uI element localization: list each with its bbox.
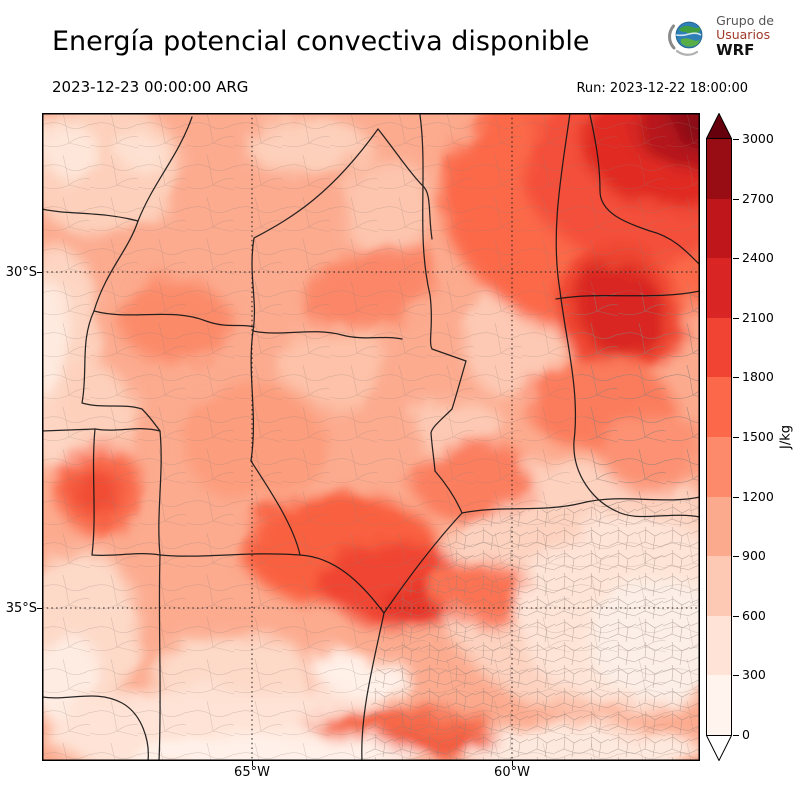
map-frame [42, 113, 700, 761]
colorbar-tick-label: 1800 [733, 369, 774, 385]
colorbar-over-arrow [706, 113, 732, 139]
logo-text: Grupo de Usuarios WRF [716, 14, 774, 58]
lon-tickmark [252, 761, 253, 766]
colorbar-tick-label: 600 [733, 607, 766, 623]
colorbar-tick-label: 1200 [733, 488, 774, 504]
lat-tick-30s: 30°S [5, 265, 37, 280]
page-title: Energía potencial convectiva disponible [52, 26, 590, 57]
colorbar-tick-label: 2400 [733, 250, 774, 266]
colorbar-tick-label: 1500 [733, 429, 774, 444]
colorbar-tick-label: 0 [733, 727, 750, 742]
colorbar-segment [707, 496, 731, 557]
colorbar-segment [707, 198, 731, 259]
colorbar-under-arrow [706, 735, 732, 761]
lon-tick-60w: 60°W [494, 765, 530, 780]
logo-line-3: WRF [716, 41, 755, 59]
colorbar-tick-label: 2700 [733, 190, 774, 206]
colorbar: 0 300 600 900 1200 1500 1800 2100 2400 2700 3000 J… [706, 113, 800, 761]
colorbar-segment [707, 377, 731, 437]
colorbar-segment [707, 675, 731, 735]
lon-tickmark [512, 761, 513, 766]
colorbar-segment [707, 258, 731, 318]
colorbar-segment [707, 317, 731, 378]
graticule [42, 113, 700, 761]
lon-tick-65w: 65°W [234, 765, 270, 780]
model-run-label: Run: 2023-12-22 18:00:00 [576, 81, 748, 96]
department-borders [42, 113, 700, 761]
colorbar-segments [706, 139, 732, 735]
lat-tickmark [37, 272, 42, 273]
cape-map-svg [42, 113, 700, 761]
globe-icon [668, 21, 703, 56]
colorbar-tick-label: 3000 [733, 131, 774, 146]
colorbar-tick-label: 900 [733, 548, 766, 564]
lat-tickmark [37, 608, 42, 609]
valid-time-label: 2023-12-23 00:00:00 ARG [52, 78, 249, 96]
colorbar-unit-label: J/kg [778, 425, 794, 449]
colorbar-column [706, 113, 732, 761]
logo-line-2: Usuarios [716, 26, 771, 42]
colorbar-tick-label: 2100 [733, 309, 774, 325]
colorbar-tick-label: 300 [733, 667, 766, 683]
province-borders [42, 113, 700, 761]
wrf-logo: Grupo de Usuarios WRF [667, 14, 774, 58]
cape-map [42, 113, 700, 761]
lat-tick-35s: 35°S [5, 601, 37, 616]
colorbar-segment [707, 436, 731, 497]
colorbar-segment [707, 556, 731, 616]
logo-line-1: Grupo de [716, 13, 774, 28]
colorbar-segment [707, 139, 731, 199]
colorbar-segment [707, 615, 731, 676]
